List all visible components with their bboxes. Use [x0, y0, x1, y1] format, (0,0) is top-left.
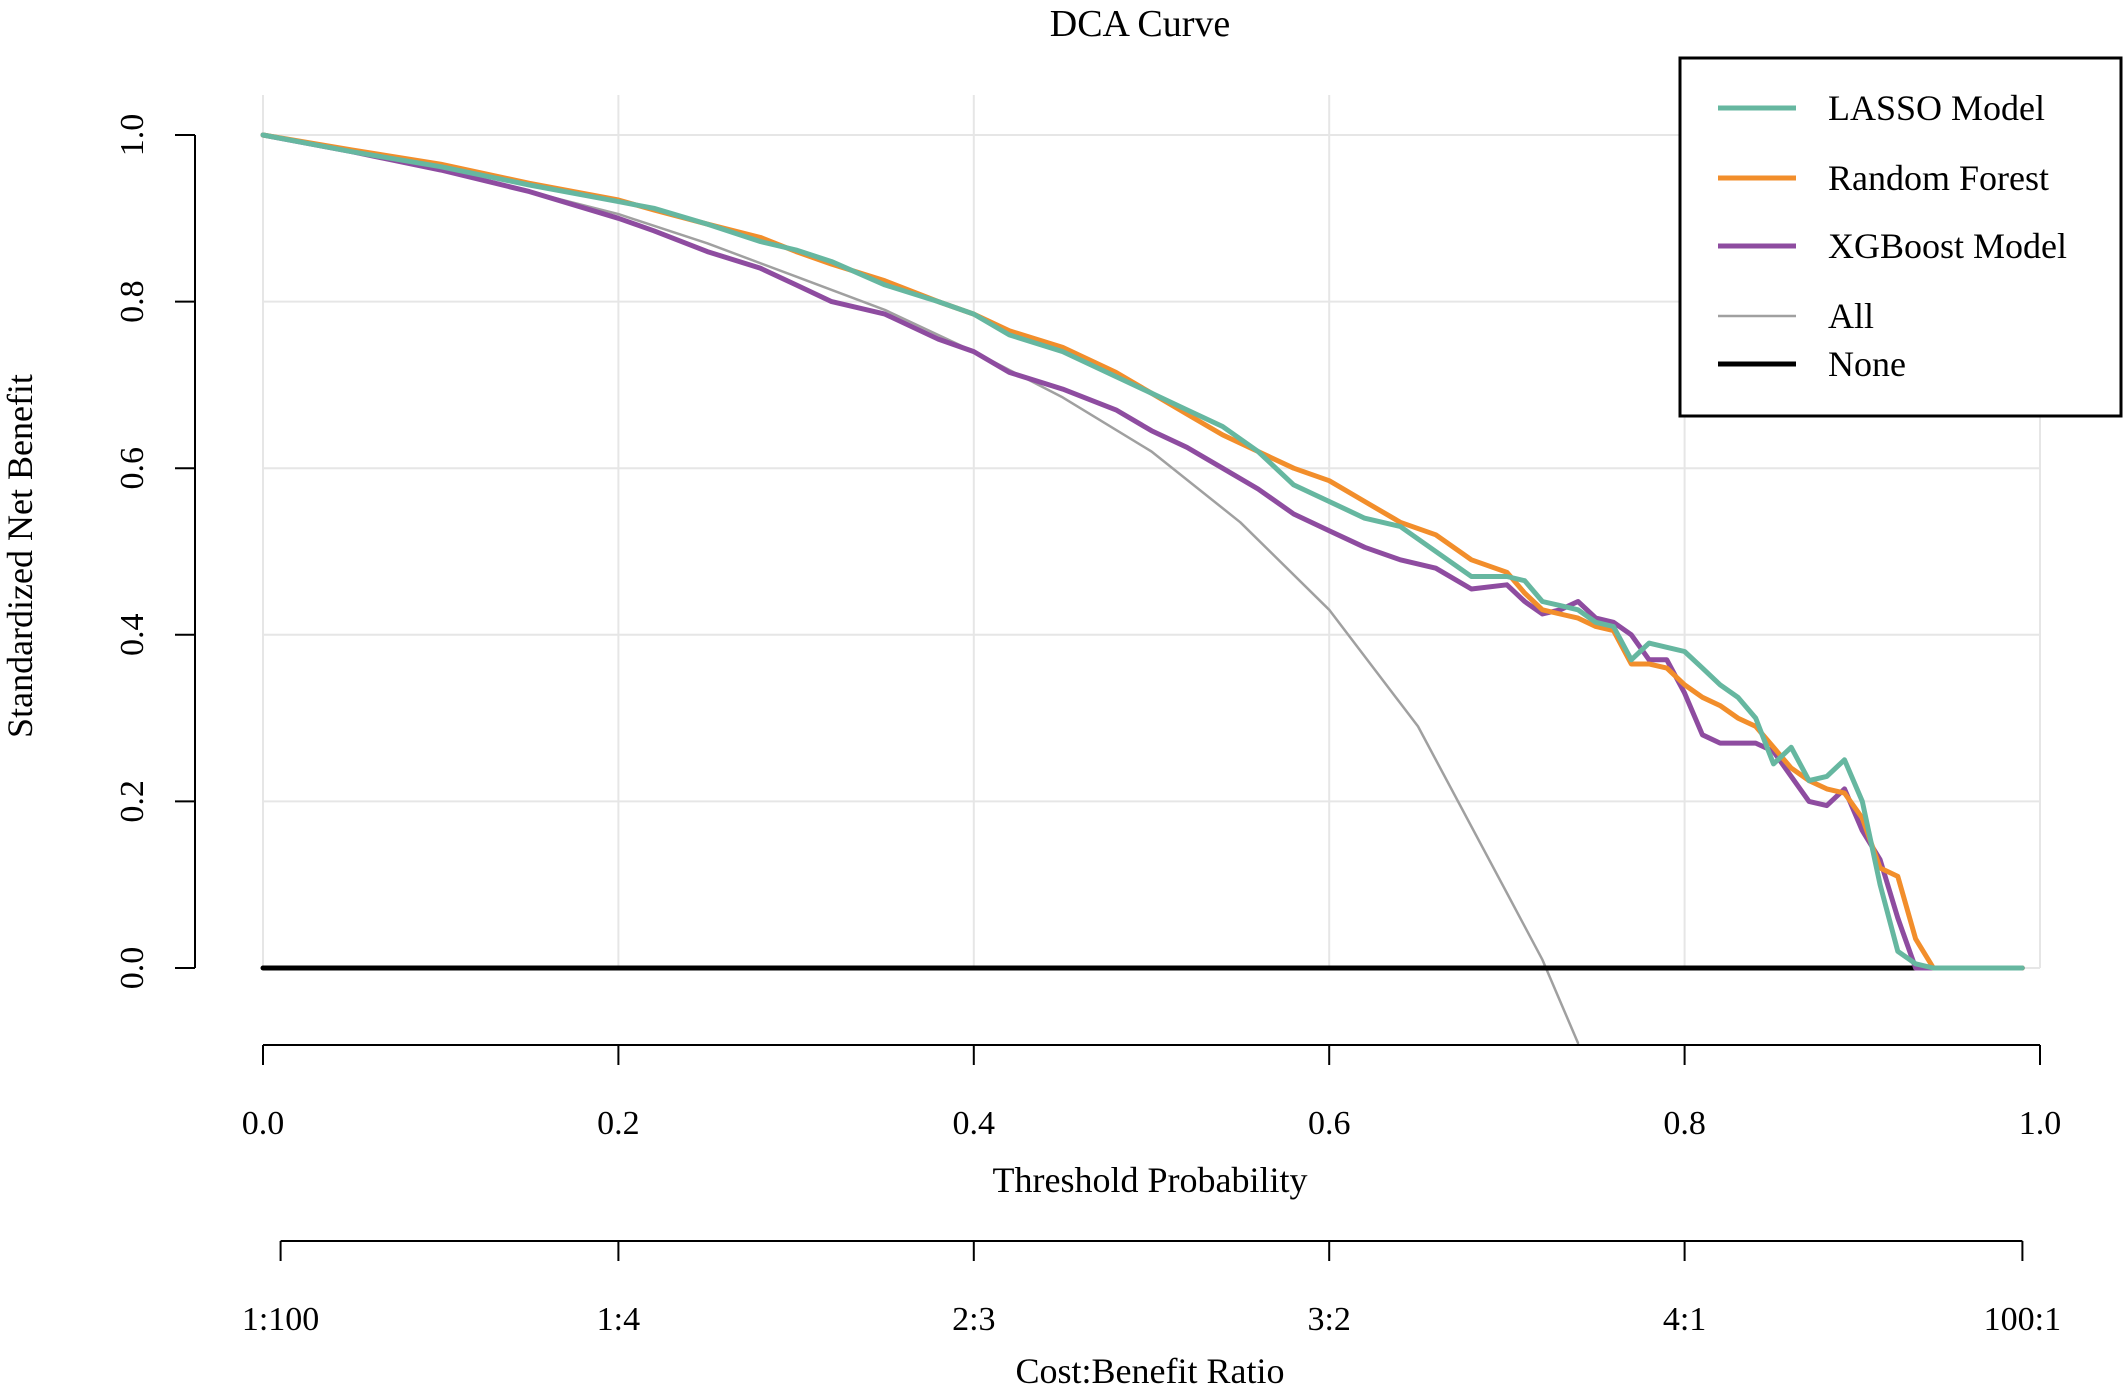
legend-label-all: All [1828, 296, 1874, 336]
series-line-all [261, 133, 1580, 1045]
y-tick-label: 0.6 [114, 447, 151, 490]
x-axis-label: Threshold Probability [993, 1160, 1308, 1200]
x-tick-label: 1.0 [2019, 1105, 2062, 1142]
cost-benefit-tick-label: 1:100 [242, 1301, 319, 1338]
legend: LASSO Model Random Forest XGBoost Model All… [1678, 56, 2123, 418]
y-tick-label: 0.8 [114, 280, 151, 323]
series-line-xgboost-model [260, 132, 2025, 971]
y-tick-label: 0.0 [114, 947, 151, 990]
x-tick-label: 0.2 [597, 1105, 640, 1142]
legend-box [1678, 56, 2123, 418]
legend-label-none: None [1828, 344, 1906, 384]
y-axis-label: Standardized Net Benefit [0, 374, 40, 738]
y-tick-label: 0.2 [114, 780, 151, 823]
y-axis: 0.0 0.2 0.4 0.6 0.8 1.0 [114, 114, 196, 990]
x-axis: 0.0 0.2 0.4 0.6 0.8 1.0 [242, 1044, 2062, 1142]
chart-title: DCA Curve [1050, 3, 1231, 45]
x-tick-label: 0.0 [242, 1105, 285, 1142]
legend-label-xgboost-model: XGBoost Model [1828, 226, 2067, 266]
y-tick-label: 1.0 [114, 114, 151, 157]
cost-benefit-tick-label: 4:1 [1663, 1301, 1706, 1338]
cost-benefit-tick-label: 3:2 [1307, 1301, 1350, 1338]
cost-benefit-axis-label: Cost:Benefit Ratio [1016, 1351, 1285, 1391]
cost-benefit-tick-label: 100:1 [1984, 1301, 2061, 1338]
cost-benefit-tick-label: 1:4 [597, 1301, 640, 1338]
y-tick-label: 0.4 [114, 614, 151, 657]
series-lines [260, 132, 2025, 1045]
legend-label-lasso-model: LASSO Model [1828, 88, 2045, 128]
x-tick-label: 0.6 [1308, 1105, 1351, 1142]
x-tick-label: 0.8 [1663, 1105, 1706, 1142]
legend-label-random-forest: Random Forest [1828, 158, 2049, 198]
cost-benefit-axis: 1:100 1:4 2:3 3:2 4:1 100:1 [242, 1240, 2061, 1338]
x-tick-label: 0.4 [953, 1105, 996, 1142]
cost-benefit-tick-label: 2:3 [952, 1301, 995, 1338]
series-line-lasso-model [260, 132, 2025, 971]
